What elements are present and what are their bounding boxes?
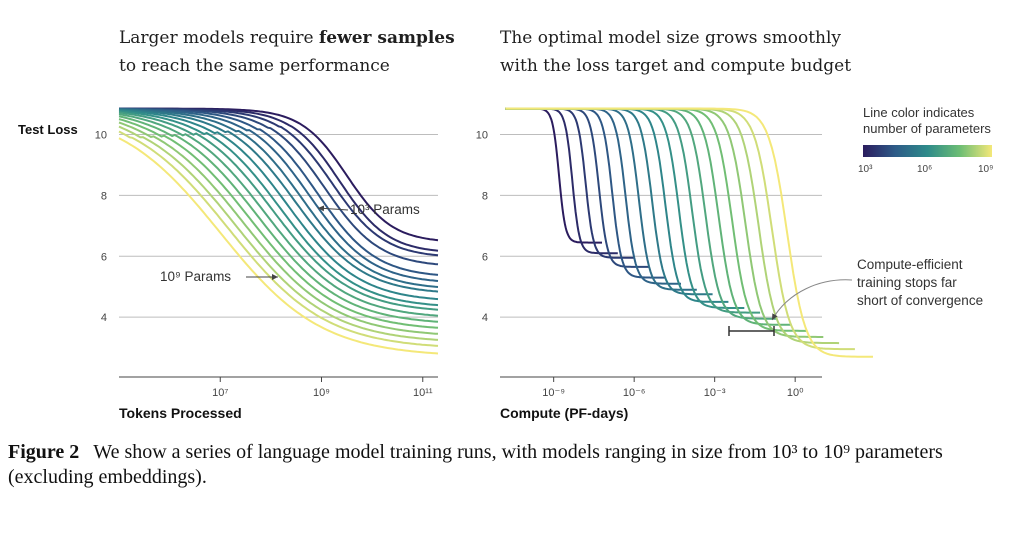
left-series-line — [119, 107, 439, 257]
colorbar-title-line1: Line color indicates — [863, 105, 975, 120]
right-title-line2: with the loss target and compute budget — [500, 56, 852, 76]
y-tick-label: 6 — [101, 251, 107, 263]
left-series-line — [118, 118, 439, 329]
colorbar-tick-1e9: 10⁹ — [978, 164, 993, 175]
left-series-line — [118, 113, 439, 317]
annotation-arrow-compute — [771, 279, 853, 321]
x-tick-label: 10⁻³ — [704, 387, 726, 399]
annotation-compute-line3: short of convergence — [857, 293, 983, 308]
left-y-tick-labels: 4 6 8 10 — [95, 129, 107, 324]
colorbar-tick-1e6: 10⁶ — [917, 164, 932, 175]
left-title-bold: fewer samples — [318, 28, 455, 48]
y-tick-label: 10 — [95, 129, 107, 141]
right-series-line — [505, 107, 745, 309]
left-title-line2: to reach the same performance — [119, 56, 390, 76]
x-tick-label: 10⁻⁹ — [542, 387, 565, 399]
y-tick-label: 10 — [476, 129, 488, 141]
colorbar-title-line2: number of parameters — [863, 121, 991, 136]
left-series-line — [118, 108, 439, 288]
x-tick-label: 10¹¹ — [413, 387, 433, 399]
left-panel-title: Larger models require fewer samples to r… — [119, 24, 469, 80]
figure-caption-text: We show a series of language model train… — [8, 441, 943, 488]
right-series-lines — [505, 107, 874, 358]
compute-efficient-bracket — [728, 326, 775, 336]
right-series-line — [505, 107, 824, 338]
x-tick-label: 10⁷ — [212, 387, 228, 399]
annotation-compute-line1: Compute-efficient — [857, 257, 963, 272]
x-tick-label: 10⁹ — [313, 387, 330, 399]
annotation-1e9-params: 10⁹ Params — [160, 269, 231, 284]
y-tick-label: 4 — [101, 312, 107, 324]
colorbar-gradient — [863, 145, 992, 157]
right-x-tick-labels: 10⁻⁹ 10⁻⁶ 10⁻³ 10⁰ — [542, 377, 804, 399]
right-series-line — [505, 107, 874, 358]
colorbar-tick-1e3: 10³ — [858, 164, 873, 175]
annotation-arrow-1e3 — [317, 205, 349, 212]
left-chart: 4 6 8 10 10⁷ 10⁹ 10¹¹ Test Loss Tokens Proces… — [18, 107, 439, 421]
y-tick-label: 4 — [482, 312, 488, 324]
left-x-tick-labels: 10⁷ 10⁹ 10¹¹ — [212, 377, 433, 399]
left-series-line — [118, 110, 439, 307]
colorbar-legend: Line color indicates number of parameter… — [858, 105, 993, 175]
right-series-line — [505, 107, 855, 351]
figure-caption: Figure 2 We show a series of language mod… — [8, 440, 1018, 490]
right-series-line — [505, 107, 602, 244]
left-series-line — [118, 125, 439, 341]
left-series-lines — [118, 107, 439, 355]
right-series-line — [505, 107, 634, 259]
x-tick-label: 10⁻⁶ — [623, 387, 646, 399]
right-title-line1: The optimal model size grows smoothly — [500, 28, 842, 48]
right-series-line — [505, 107, 792, 326]
left-series-line — [118, 111, 439, 311]
y-tick-label: 8 — [101, 190, 107, 202]
left-series-line — [118, 109, 439, 301]
left-series-line — [118, 130, 439, 347]
y-tick-label: 6 — [482, 251, 488, 263]
left-series-line — [118, 137, 439, 355]
left-series-line — [118, 108, 439, 293]
annotation-compute-line2: training stops far — [857, 275, 957, 290]
right-x-axis-label: Compute (PF-days) — [500, 405, 628, 421]
right-series-line — [505, 107, 761, 314]
left-series-line — [118, 121, 439, 335]
figure-label: Figure 2 — [8, 441, 80, 463]
right-y-tick-labels: 4 6 8 10 — [476, 129, 488, 324]
left-series-line — [118, 115, 439, 323]
right-panel-title: The optimal model size grows smoothly wi… — [500, 24, 900, 80]
right-gridlines — [500, 133, 822, 318]
x-tick-label: 10⁰ — [787, 387, 804, 399]
left-x-axis-label: Tokens Processed — [119, 405, 242, 421]
charts-svg: 4 6 8 10 10⁷ 10⁹ 10¹¹ Test Loss Tokens Proces… — [18, 105, 993, 421]
annotation-1e3-params: 10³ Params — [350, 202, 420, 217]
left-series-line — [118, 107, 439, 282]
right-series-line — [505, 107, 713, 296]
left-title-text: Larger models require — [119, 28, 319, 48]
y-tick-label: 8 — [482, 190, 488, 202]
left-y-axis-label: Test Loss — [18, 122, 78, 137]
right-series-line — [505, 107, 618, 255]
